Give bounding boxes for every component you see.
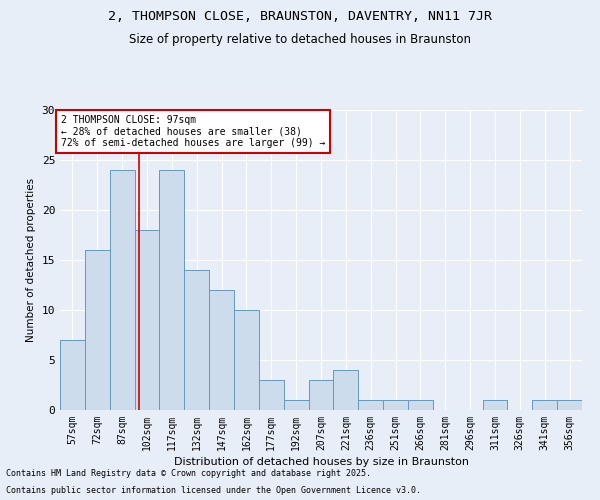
- Bar: [160, 170, 184, 410]
- Text: 2, THOMPSON CLOSE, BRAUNSTON, DAVENTRY, NN11 7JR: 2, THOMPSON CLOSE, BRAUNSTON, DAVENTRY, …: [108, 10, 492, 23]
- Bar: [557, 400, 582, 410]
- Bar: [110, 170, 134, 410]
- Bar: [209, 290, 234, 410]
- X-axis label: Distribution of detached houses by size in Braunston: Distribution of detached houses by size …: [173, 457, 469, 467]
- Text: Size of property relative to detached houses in Braunston: Size of property relative to detached ho…: [129, 32, 471, 46]
- Bar: [184, 270, 209, 410]
- Bar: [482, 400, 508, 410]
- Y-axis label: Number of detached properties: Number of detached properties: [26, 178, 36, 342]
- Bar: [85, 250, 110, 410]
- Bar: [334, 370, 358, 410]
- Bar: [134, 230, 160, 410]
- Bar: [234, 310, 259, 410]
- Bar: [383, 400, 408, 410]
- Text: Contains public sector information licensed under the Open Government Licence v3: Contains public sector information licen…: [6, 486, 421, 495]
- Text: 2 THOMPSON CLOSE: 97sqm
← 28% of detached houses are smaller (38)
72% of semi-de: 2 THOMPSON CLOSE: 97sqm ← 28% of detache…: [61, 115, 326, 148]
- Bar: [532, 400, 557, 410]
- Bar: [308, 380, 334, 410]
- Bar: [408, 400, 433, 410]
- Text: Contains HM Land Registry data © Crown copyright and database right 2025.: Contains HM Land Registry data © Crown c…: [6, 468, 371, 477]
- Bar: [60, 340, 85, 410]
- Bar: [259, 380, 284, 410]
- Bar: [284, 400, 308, 410]
- Bar: [358, 400, 383, 410]
